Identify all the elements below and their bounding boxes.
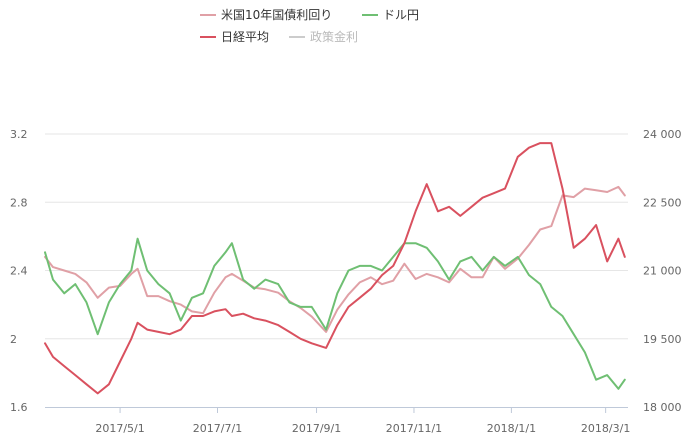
left-tick-label: 1.6 [10, 401, 28, 414]
left-axis-ticks: 1.6 2 2.4 2.8 3.2 [10, 128, 28, 414]
series-line-2 [44, 142, 626, 395]
right-tick-label: 22 500 [643, 196, 682, 209]
left-tick-label: 2.4 [10, 265, 28, 278]
x-tick-label: 2017/5/1 [95, 422, 144, 435]
right-axis-ticks: 18 000 19 500 21 000 22 500 24 000 [643, 128, 682, 414]
legend-item-0[interactable]: 米国10年国債利回り [200, 7, 332, 22]
legend-label: 日経平均 [221, 30, 269, 44]
chart-series [44, 142, 626, 395]
legend-item-3[interactable]: 政策金利 [289, 29, 358, 44]
series-line-0 [44, 185, 626, 333]
x-axis-ticks: 2017/5/1 2017/7/1 2017/9/1 2017/11/1 2018/1/… [95, 407, 630, 435]
left-tick-label: 2.8 [10, 196, 28, 209]
x-tick-label: 2018/1/1 [487, 422, 536, 435]
legend-label: ドル円 [383, 8, 419, 22]
x-tick-label: 2017/7/1 [193, 422, 242, 435]
left-tick-label: 2 [10, 333, 17, 346]
x-tick-label: 2018/3/1 [581, 422, 630, 435]
legend-label: 米国10年国債利回り [221, 7, 332, 22]
right-tick-label: 21 000 [643, 265, 682, 278]
right-tick-label: 24 000 [643, 128, 682, 141]
legend-item-2[interactable]: 日経平均 [200, 30, 269, 44]
right-tick-label: 19 500 [643, 333, 682, 346]
legend-item-1[interactable]: ドル円 [362, 8, 419, 22]
series-line-1 [44, 237, 626, 390]
x-tick-label: 2017/11/1 [386, 422, 442, 435]
left-tick-label: 3.2 [10, 128, 28, 141]
right-tick-label: 18 000 [643, 401, 682, 414]
legend-label: 政策金利 [310, 29, 358, 44]
x-tick-label: 2017/9/1 [292, 422, 341, 435]
chart-grid [45, 133, 628, 340]
